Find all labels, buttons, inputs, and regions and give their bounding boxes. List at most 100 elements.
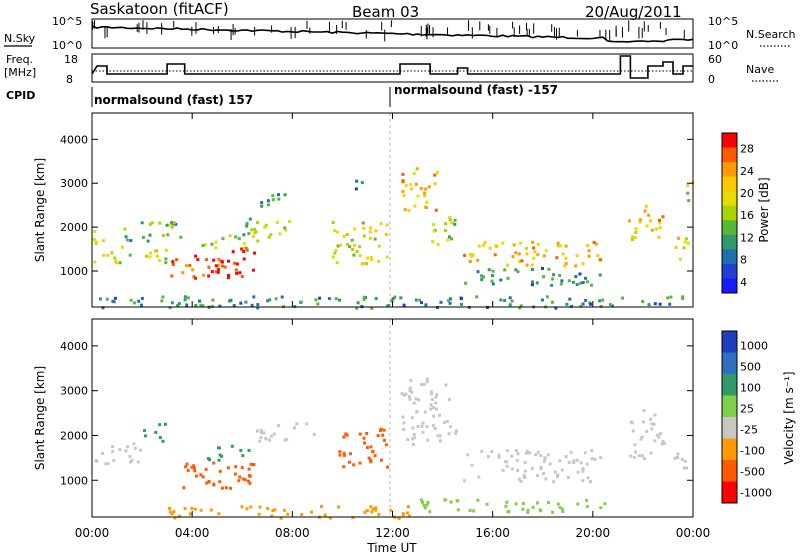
range-gate-cell xyxy=(658,218,661,222)
range-gate-cell xyxy=(140,297,144,300)
range-gate-cell xyxy=(223,265,227,269)
range-gate-cell xyxy=(143,429,146,433)
range-gate-cell xyxy=(170,512,174,516)
power-colorbar: 28 24 20 16 12 8 4 xyxy=(721,132,754,294)
range-gate-cell xyxy=(638,218,642,222)
range-gate-cell xyxy=(277,197,281,201)
range-gate-cell xyxy=(433,173,437,177)
range-gate-cell xyxy=(581,469,585,473)
range-gate-cell xyxy=(584,298,588,302)
range-gate-cell xyxy=(247,467,251,471)
range-gate-cell xyxy=(351,247,354,251)
range-gate-cell xyxy=(575,283,579,286)
range-gate-cell xyxy=(241,454,245,458)
range-gate-cell xyxy=(407,395,411,399)
range-gate-cell xyxy=(124,449,128,453)
freq-label: Freq. xyxy=(6,53,33,66)
range-gate-cell xyxy=(385,233,389,236)
range-gate-cell xyxy=(425,503,429,507)
range-gate-cell xyxy=(216,267,220,271)
range-gate-cell xyxy=(468,260,472,263)
colorbar-swatch xyxy=(722,147,737,163)
range-gate-cell xyxy=(463,479,467,483)
range-gate-cell xyxy=(470,254,474,258)
range-gate-cell xyxy=(93,229,97,233)
range-gate-cell xyxy=(414,298,418,302)
range-gate-cell xyxy=(517,260,521,263)
range-gate-cell xyxy=(237,479,241,483)
range-gate-cell xyxy=(643,457,646,461)
range-gate-cell xyxy=(686,241,690,245)
range-gate-cell xyxy=(95,459,99,463)
range-gate-cell xyxy=(633,236,637,239)
range-gate-cell xyxy=(645,429,649,433)
range-gate-cell xyxy=(346,243,350,247)
range-gate-cell xyxy=(578,272,582,276)
range-gate-cell xyxy=(628,219,631,223)
range-gate-cell xyxy=(434,208,438,212)
range-gate-cell xyxy=(575,458,579,462)
range-gate-cell xyxy=(574,264,578,268)
range-gate-cell xyxy=(391,297,395,301)
range-gate-cell xyxy=(666,296,670,300)
range-gate-cell xyxy=(505,500,509,504)
colorbar-tick-label: 16 xyxy=(740,209,754,222)
range-gate-cell xyxy=(410,416,414,420)
range-gate-cell xyxy=(661,440,665,444)
range-gate-cell xyxy=(551,277,555,281)
range-gate-cell xyxy=(273,508,277,512)
colorbar-swatch xyxy=(722,438,737,461)
range-gate-cell xyxy=(558,506,562,510)
range-gate-cell xyxy=(338,453,342,457)
range-gate-cell xyxy=(683,240,687,244)
range-gate-cell xyxy=(132,442,136,446)
velocity-yticks: 4000 3000 2000 1000 xyxy=(60,340,693,487)
range-gate-cell xyxy=(277,424,281,428)
range-gate-cell xyxy=(277,193,280,197)
range-gate-cell xyxy=(314,298,318,302)
range-gate-cell xyxy=(113,296,117,300)
x-tick-label: 08:00 xyxy=(275,526,310,540)
range-gate-cell xyxy=(563,264,567,268)
range-gate-cell xyxy=(106,462,110,466)
date-label: 20/Aug/2011 xyxy=(585,3,682,21)
range-gate-cell xyxy=(506,263,510,267)
range-gate-cell xyxy=(409,183,413,187)
range-gate-cell xyxy=(267,235,271,239)
range-gate-cell xyxy=(268,298,272,302)
range-gate-cell xyxy=(550,283,554,287)
range-gate-cell xyxy=(574,275,578,279)
range-gate-cell xyxy=(497,453,501,457)
range-gate-cell xyxy=(224,486,228,490)
range-gate-cell xyxy=(220,454,223,458)
range-gate-cell xyxy=(568,297,572,301)
range-gate-cell xyxy=(436,171,439,175)
range-gate-cell xyxy=(269,233,273,237)
range-gate-cell xyxy=(544,249,548,253)
range-gate-cell xyxy=(581,302,585,306)
range-gate-cell xyxy=(525,449,529,453)
range-gate-cell xyxy=(226,276,230,280)
range-gate-cell xyxy=(518,306,522,310)
range-gate-cell xyxy=(338,298,341,302)
range-gate-cell xyxy=(207,479,211,483)
range-gate-cell xyxy=(210,242,214,246)
range-gate-cell xyxy=(499,298,503,302)
range-gate-cell xyxy=(447,299,450,303)
range-gate-cell xyxy=(342,451,346,455)
range-gate-cell xyxy=(185,303,189,307)
range-gate-cell xyxy=(499,278,503,282)
range-gate-cell xyxy=(244,300,248,304)
range-gate-cell xyxy=(519,480,523,483)
range-gate-cell xyxy=(252,295,256,299)
range-gate-cell xyxy=(408,397,412,401)
power-ylabel: Slant Range [km] xyxy=(33,158,47,262)
range-gate-cell xyxy=(536,474,539,477)
range-gate-cell xyxy=(480,274,484,278)
freq-frame xyxy=(91,53,694,83)
cpid-strip: CPID normalsound (fast) 157 normalsound … xyxy=(6,83,558,107)
range-gate-cell xyxy=(503,268,507,272)
range-gate-cell xyxy=(263,225,267,229)
range-gate-cell xyxy=(158,423,162,427)
